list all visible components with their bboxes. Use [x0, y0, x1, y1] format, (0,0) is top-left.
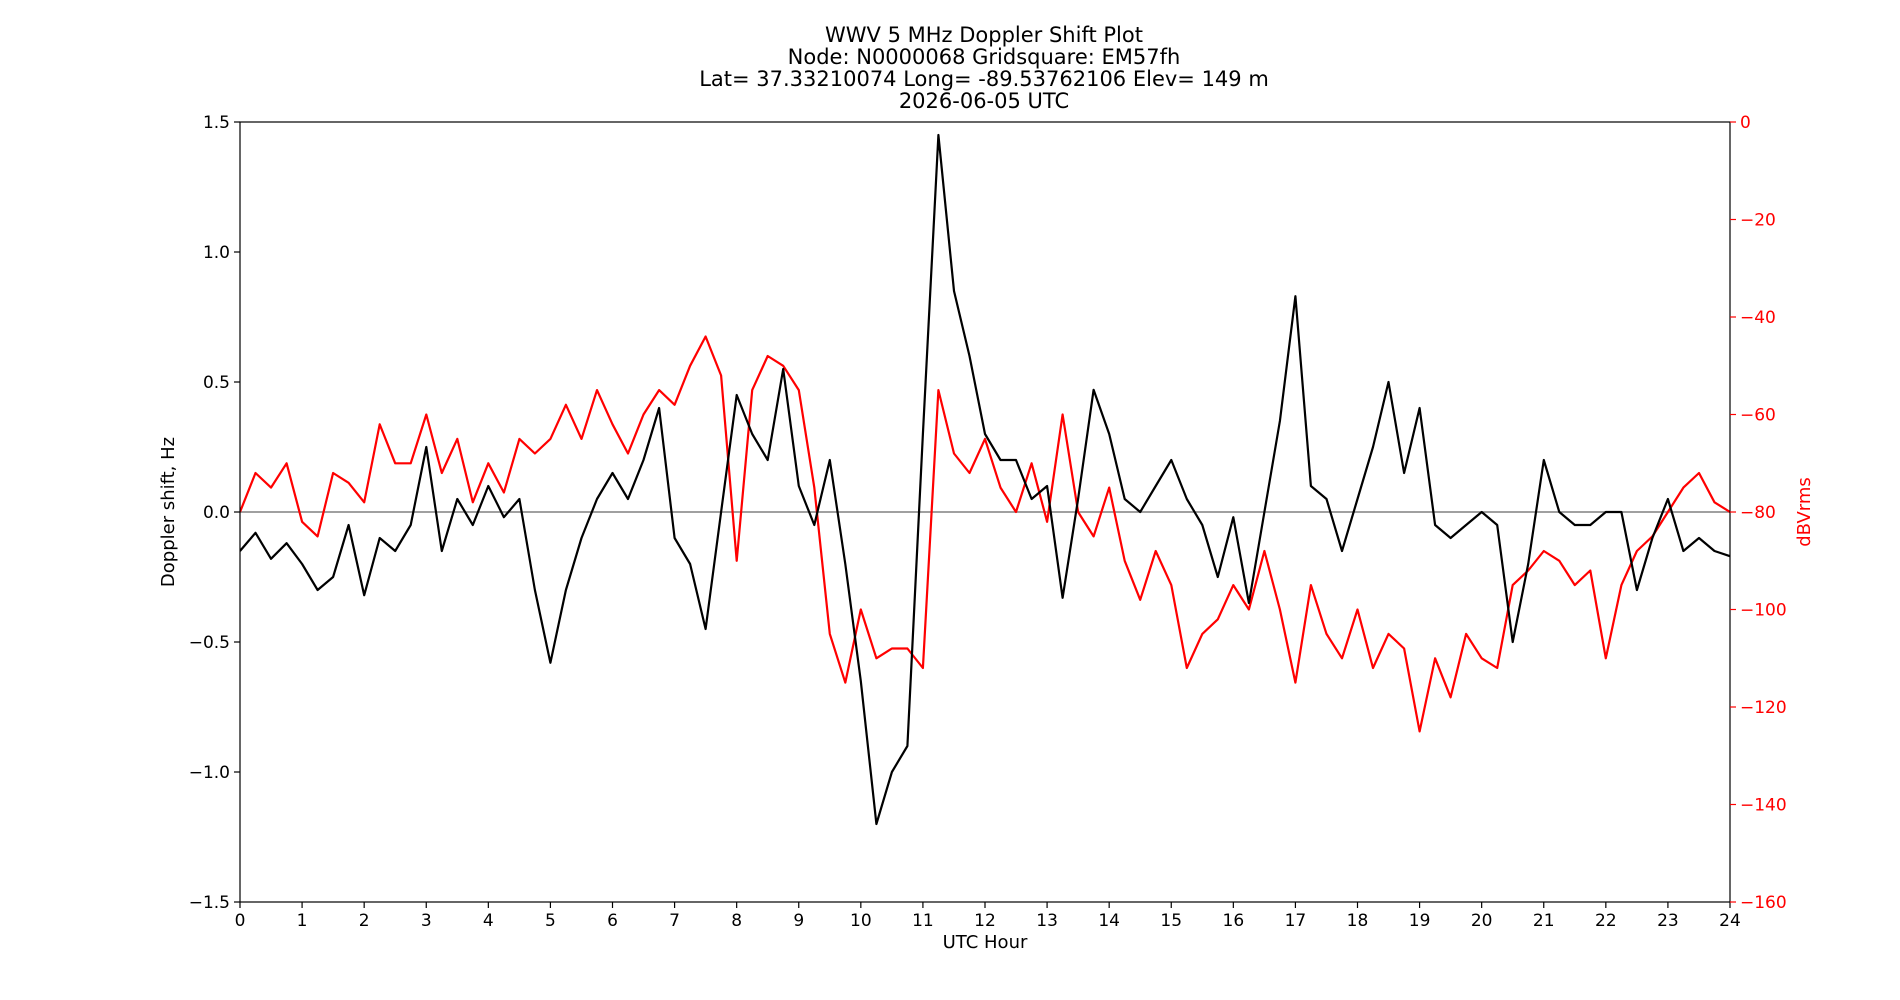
y-right-tick-label: −160 [1740, 893, 1787, 913]
x-tick-label: 23 [1657, 911, 1679, 931]
x-tick-label: 9 [793, 911, 804, 931]
chart-title: WWV 5 MHz Doppler Shift Plot Node: N0000… [699, 23, 1269, 113]
x-tick-label: 22 [1595, 911, 1617, 931]
x-tick-label: 19 [1409, 911, 1431, 931]
doppler-shift-series-line [240, 133, 1730, 826]
x-tick-label: 8 [731, 911, 742, 931]
x-tick-label: 0 [235, 911, 246, 931]
title-line-3: Lat= 37.33210074 Long= -89.53762106 Elev… [699, 67, 1269, 91]
power-dbvrms-series-line [240, 335, 1730, 733]
x-tick-label: 21 [1533, 911, 1555, 931]
y-left-tick-label: 0.5 [203, 373, 230, 393]
x-tick-label: 10 [850, 911, 872, 931]
x-tick-label: 5 [545, 911, 556, 931]
y-left-tick-label: 1.0 [203, 243, 230, 263]
x-tick-label: 13 [1036, 911, 1058, 931]
x-tick-label: 14 [1098, 911, 1120, 931]
y-right-tick-label: −100 [1740, 601, 1787, 621]
y-right-tick-label: −140 [1740, 796, 1787, 816]
x-tick-label: 2 [359, 911, 370, 931]
title-line-4: 2026-06-05 UTC [899, 89, 1069, 113]
x-axis-label: UTC Hour [943, 932, 1028, 953]
x-tick-label: 24 [1719, 911, 1741, 931]
y-right-tick-label: −40 [1740, 308, 1776, 328]
x-tick-label: 4 [483, 911, 494, 931]
x-tick-label: 11 [912, 911, 934, 931]
y-right-tick-label: −60 [1740, 406, 1776, 426]
x-tick-label: 18 [1347, 911, 1369, 931]
y-axis-right-label: dBVrms [1794, 477, 1815, 547]
x-tick-label: 1 [297, 911, 308, 931]
title-line-2: Node: N0000068 Gridsquare: EM57fh [788, 45, 1181, 69]
x-tick-label: 17 [1285, 911, 1307, 931]
y-right-tick-label: −20 [1740, 211, 1776, 231]
x-tick-label: 6 [607, 911, 618, 931]
y-right-tick-label: −120 [1740, 698, 1787, 718]
y-left-tick-label: −1.0 [189, 763, 230, 783]
y-axis-right: 0 −20 −40 −60 −80 −100 −120 −140 −160 [1730, 113, 1787, 913]
y-right-tick-label: 0 [1740, 113, 1751, 133]
y-left-tick-label: −0.5 [189, 633, 230, 653]
x-tick-label: 12 [974, 911, 996, 931]
x-axis: 0 1 2 3 4 5 6 7 8 9 10 11 12 13 14 15 16 17 18 19 20 21 22 23 24 [235, 902, 1741, 931]
y-left-tick-label: 0.0 [203, 503, 230, 523]
title-line-1: WWV 5 MHz Doppler Shift Plot [825, 23, 1143, 47]
y-right-tick-label: −80 [1740, 503, 1776, 523]
x-tick-label: 3 [421, 911, 432, 931]
x-tick-label: 15 [1160, 911, 1182, 931]
x-tick-label: 7 [669, 911, 680, 931]
x-tick-label: 20 [1471, 911, 1493, 931]
y-axis-left-label: Doppler shift, Hz [158, 437, 179, 587]
y-left-tick-label: −1.5 [189, 893, 230, 913]
x-tick-label: 16 [1223, 911, 1245, 931]
y-axis-left: 1.5 1.0 0.5 0.0 −0.5 −1.0 −1.5 [189, 113, 240, 913]
y-left-tick-label: 1.5 [203, 113, 230, 133]
